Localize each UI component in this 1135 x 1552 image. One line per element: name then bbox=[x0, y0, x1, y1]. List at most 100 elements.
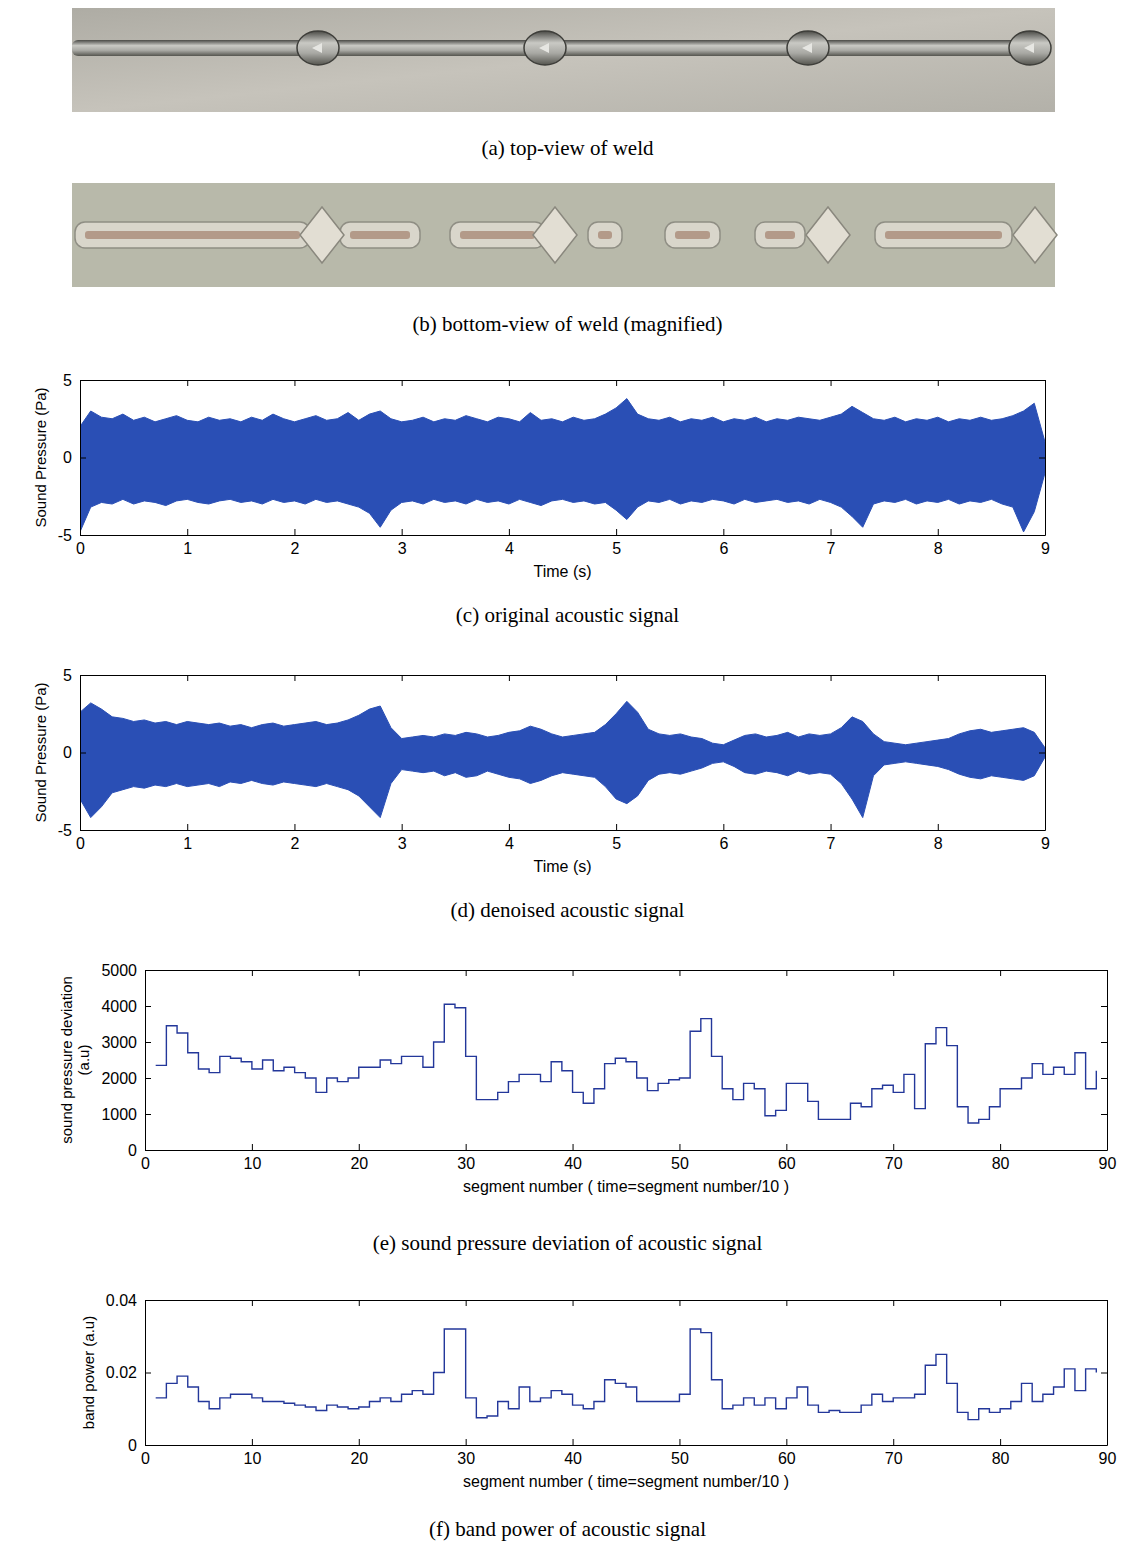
tick: 50 bbox=[671, 1144, 689, 1172]
axis-line bbox=[1107, 1301, 1108, 1446]
tick: 3 bbox=[398, 529, 407, 557]
tick-mark bbox=[252, 1300, 253, 1306]
tick: 7 bbox=[827, 529, 836, 557]
tick: -5 bbox=[58, 527, 86, 544]
tick-mark bbox=[359, 970, 360, 976]
tick: 2 bbox=[290, 529, 299, 557]
tick-mark bbox=[402, 380, 403, 386]
tick-mark bbox=[252, 1439, 253, 1445]
tick: 2000 bbox=[101, 1070, 151, 1087]
tick: 3000 bbox=[101, 1034, 151, 1051]
tick-label: 2 bbox=[290, 835, 299, 852]
tick-label: 50 bbox=[671, 1155, 689, 1172]
tick: 40 bbox=[564, 1144, 582, 1172]
weld-spot bbox=[1009, 31, 1051, 65]
tick-mark bbox=[1039, 380, 1045, 381]
photo-bottom-view bbox=[72, 183, 1057, 287]
tick-label: 0 bbox=[76, 835, 85, 852]
tick bbox=[616, 380, 617, 386]
root-segment bbox=[588, 222, 622, 248]
tick-mark bbox=[1039, 675, 1045, 676]
axis: -505 bbox=[58, 667, 86, 839]
axis bbox=[146, 1300, 1108, 1306]
plot-area bbox=[80, 399, 1045, 532]
root-segment bbox=[665, 222, 720, 248]
axis: 0102030405060708090 bbox=[141, 1144, 1116, 1172]
tick-mark bbox=[679, 1300, 680, 1306]
caption: (d) denoised acoustic signal bbox=[451, 898, 685, 922]
tick bbox=[359, 970, 360, 976]
weld-spot-tip bbox=[312, 43, 322, 53]
root-core bbox=[350, 231, 410, 239]
tick bbox=[1039, 380, 1045, 381]
tick: 4 bbox=[505, 824, 514, 852]
tick-mark bbox=[187, 529, 188, 535]
tick-label: 30 bbox=[457, 1450, 475, 1467]
axis bbox=[81, 380, 1046, 386]
tick bbox=[723, 380, 724, 386]
plot-area bbox=[156, 1329, 1097, 1420]
axis: 010002000300040005000 bbox=[101, 962, 151, 1159]
tick: 10 bbox=[243, 1144, 261, 1172]
tick-mark bbox=[466, 1300, 467, 1306]
tick-label: 70 bbox=[885, 1155, 903, 1172]
tick: 5 bbox=[612, 824, 621, 852]
tick-mark bbox=[938, 380, 939, 386]
tick-label: 9 bbox=[1041, 540, 1050, 557]
tick-mark bbox=[1039, 830, 1045, 831]
tick bbox=[893, 970, 894, 976]
tick-mark bbox=[1101, 1006, 1107, 1007]
step-line bbox=[156, 1329, 1097, 1420]
weld-spot bbox=[1013, 207, 1057, 263]
root-core bbox=[885, 231, 1002, 239]
tick bbox=[509, 380, 510, 386]
tick-mark bbox=[187, 824, 188, 830]
tick-label: 90 bbox=[1099, 1450, 1117, 1467]
tick: 8 bbox=[934, 824, 943, 852]
tick-mark bbox=[573, 970, 574, 976]
axis-line bbox=[146, 1150, 1108, 1151]
tick bbox=[466, 970, 467, 976]
y-axis-title: sound pressure deviation(a.u) bbox=[58, 976, 92, 1144]
tick-mark bbox=[616, 824, 617, 830]
tick-mark bbox=[1000, 1439, 1001, 1445]
axis-line bbox=[81, 675, 1046, 676]
plot-area bbox=[80, 701, 1045, 817]
tick-mark bbox=[723, 824, 724, 830]
caption: (a) top-view of weld bbox=[481, 136, 654, 160]
weld-spot-tip bbox=[539, 43, 549, 53]
tick-label: 3000 bbox=[101, 1034, 137, 1051]
tick: 0 bbox=[128, 1142, 151, 1159]
tick bbox=[294, 675, 295, 681]
axis: -505 bbox=[58, 372, 86, 544]
tick-label: 6 bbox=[719, 540, 728, 557]
axis-line bbox=[146, 970, 1108, 971]
root-segment bbox=[75, 222, 310, 248]
tick: 30 bbox=[457, 1439, 475, 1467]
tick: 30 bbox=[457, 1144, 475, 1172]
tick: 70 bbox=[885, 1439, 903, 1467]
tick-mark bbox=[1000, 1144, 1001, 1150]
tick-label: 0 bbox=[63, 744, 72, 761]
axis-line bbox=[1107, 971, 1108, 1151]
chart: 0123456789-505Time (s)Sound Pressure (Pa… bbox=[32, 372, 1050, 580]
tick: 20 bbox=[350, 1439, 368, 1467]
tick: 20 bbox=[350, 1144, 368, 1172]
x-axis-title: Time (s) bbox=[533, 563, 591, 580]
tick bbox=[1039, 675, 1045, 676]
axis-line bbox=[145, 971, 146, 1151]
tick-mark bbox=[252, 970, 253, 976]
weld-spot-tip bbox=[802, 43, 812, 53]
tick-label: 0 bbox=[63, 449, 72, 466]
tick: 80 bbox=[992, 1144, 1010, 1172]
tick bbox=[831, 380, 832, 386]
tick: 0 bbox=[63, 449, 86, 466]
photo-top-view bbox=[72, 8, 1055, 112]
plot-background bbox=[80, 380, 1045, 535]
axis-line bbox=[146, 1445, 1108, 1446]
tick-mark bbox=[723, 675, 724, 681]
tick-mark bbox=[893, 1439, 894, 1445]
tick-mark bbox=[187, 675, 188, 681]
tick-mark bbox=[1101, 1150, 1107, 1151]
tick-label: 1000 bbox=[101, 1106, 137, 1123]
